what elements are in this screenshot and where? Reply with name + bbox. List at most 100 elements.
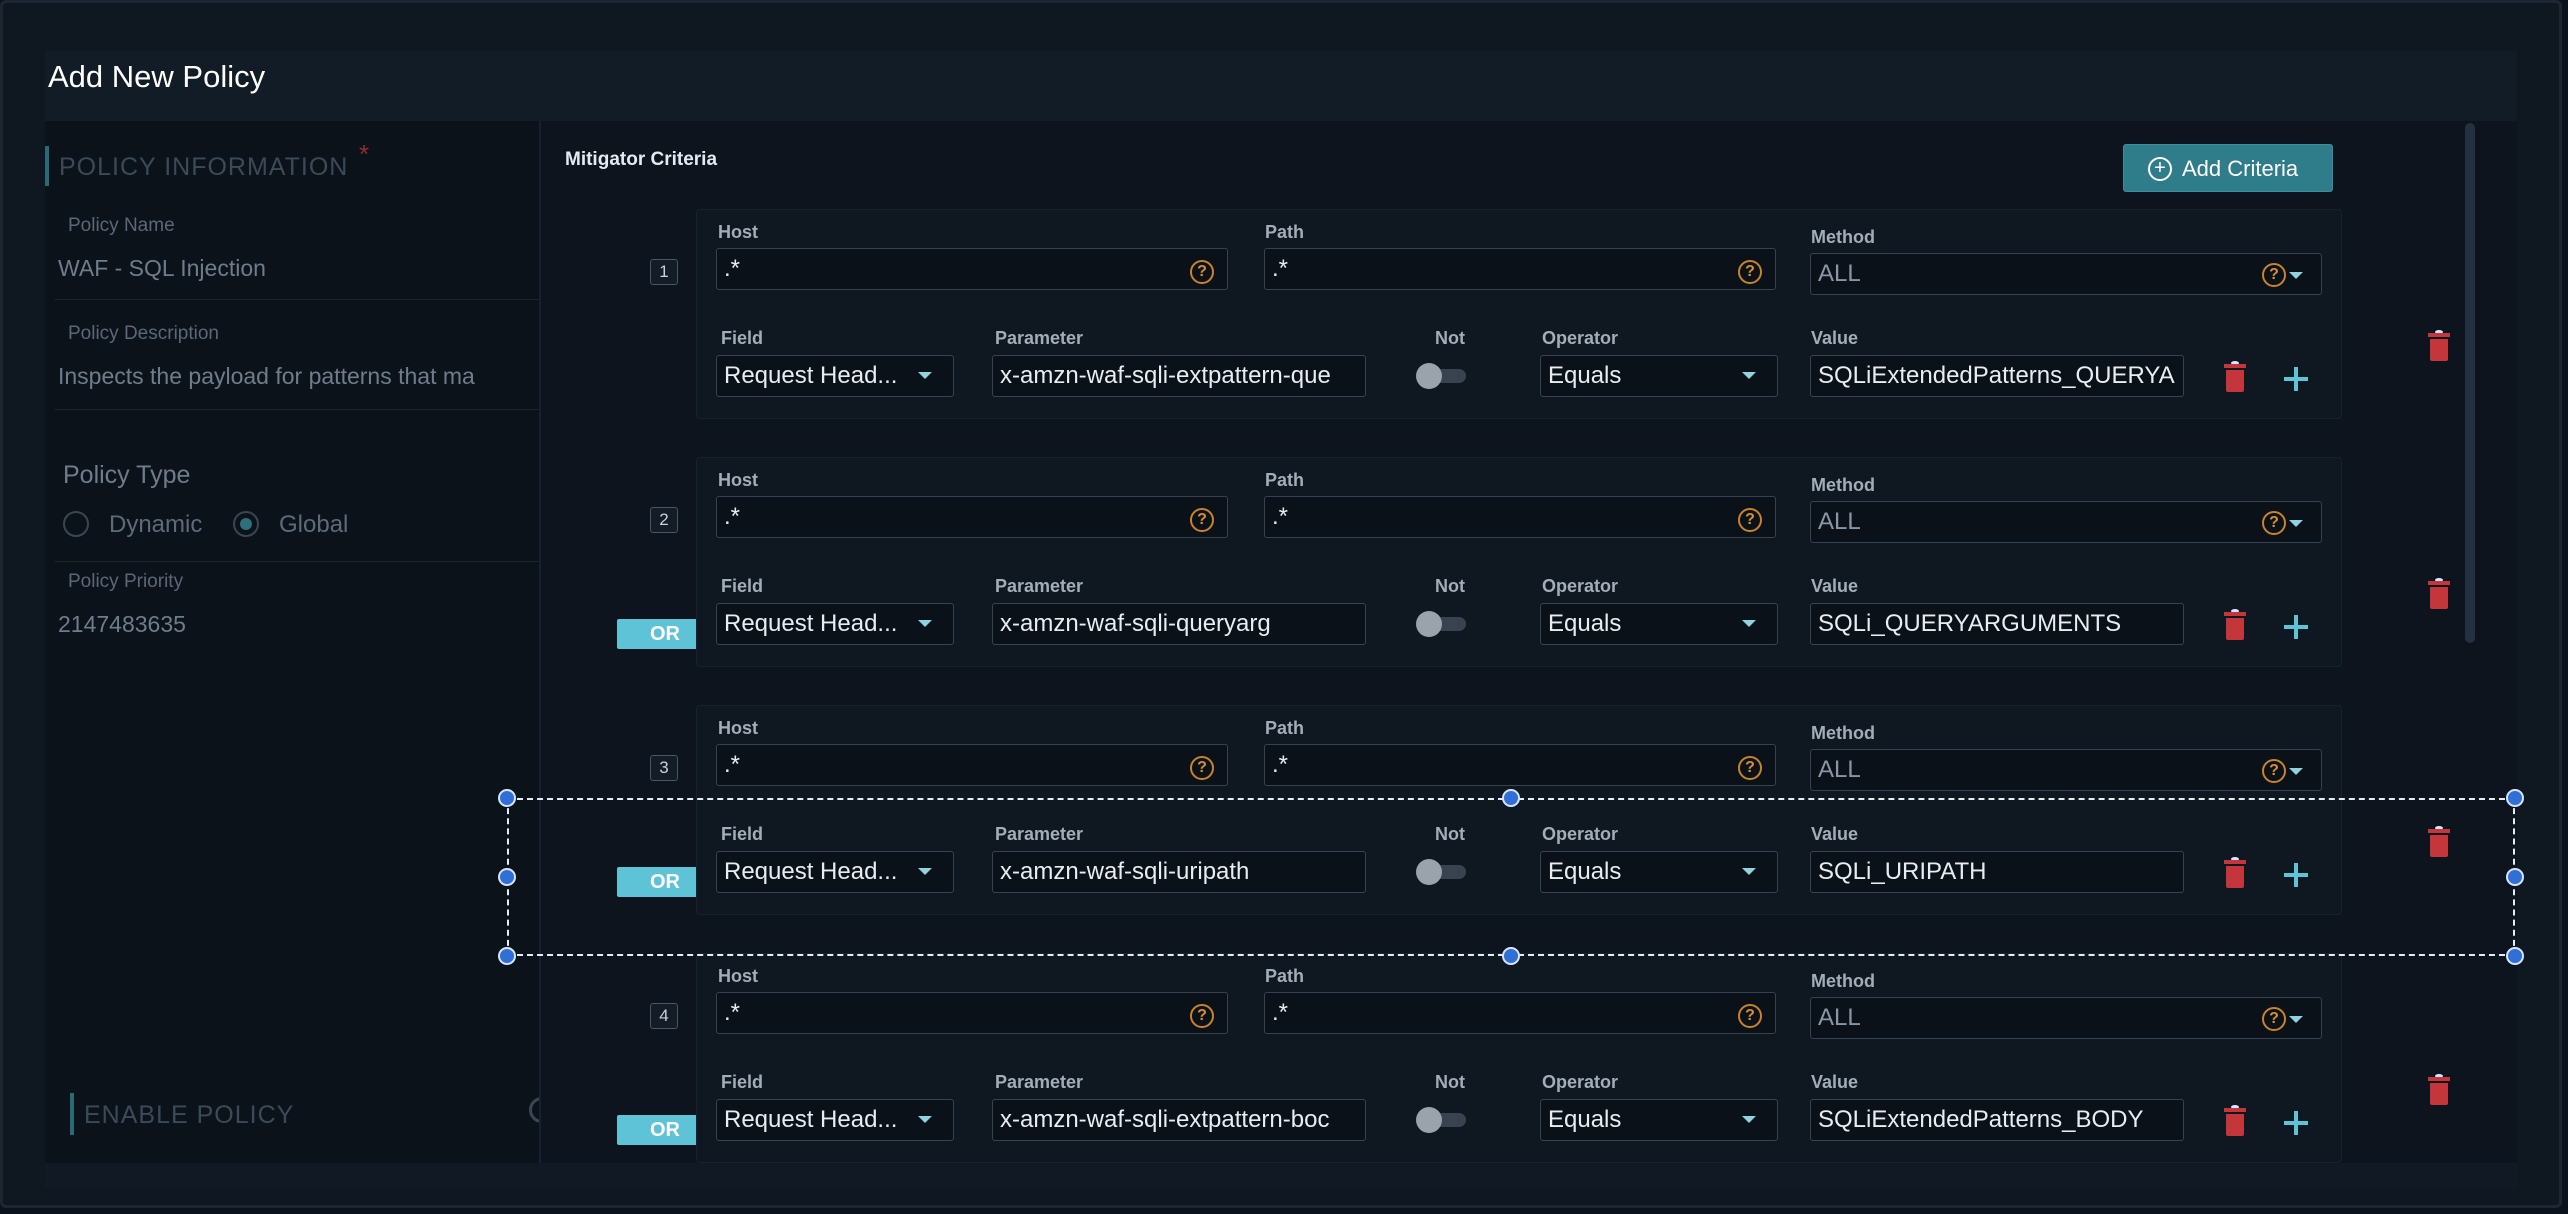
field-select[interactable]: Request Head... (716, 355, 954, 397)
method-select[interactable]: ALL (1810, 253, 2322, 295)
path-input[interactable]: .* (1264, 744, 1776, 786)
not-label: Not (1435, 824, 1465, 844)
host-input[interactable]: .* (716, 248, 1228, 290)
parameter-input[interactable]: x-amzn-waf-sqli-uripath (992, 851, 1366, 893)
method-select[interactable]: ALL (1810, 997, 2322, 1039)
field-label: Field (721, 328, 764, 348)
delete-criteria-icon[interactable] (2428, 826, 2450, 857)
path-input[interactable]: .* (1264, 248, 1776, 290)
resize-handle-bottom-right[interactable] (2506, 947, 2524, 965)
plus-icon[interactable] (2284, 367, 2308, 391)
delete-criteria-icon[interactable] (2428, 1074, 2450, 1105)
help-icon[interactable]: ? (1738, 260, 1762, 284)
not-toggle[interactable] (1416, 363, 1470, 389)
resize-handle-top-right[interactable] (2506, 789, 2524, 807)
trash-lid (2224, 1108, 2246, 1112)
resize-handle-left[interactable] (498, 868, 516, 886)
operator-select[interactable]: Equals (1540, 603, 1778, 645)
policy-description-field[interactable]: Inspects the payload for patterns that m… (58, 363, 475, 389)
parameter-input[interactable]: x-amzn-waf-sqli-extpattern-boc (992, 1099, 1366, 1141)
help-icon[interactable]: ? (1190, 508, 1214, 532)
help-icon[interactable]: ? (1190, 756, 1214, 780)
policy-information-heading: POLICY INFORMATION (45, 146, 348, 186)
criteria-number: 1 (650, 259, 678, 285)
host-input[interactable]: .* (716, 744, 1228, 786)
method-select[interactable]: ALL (1810, 749, 2322, 791)
operator-select[interactable]: Equals (1540, 851, 1778, 893)
resize-handle-bottom[interactable] (1502, 947, 1520, 965)
plus-icon[interactable] (2284, 863, 2308, 887)
radio-dynamic[interactable] (63, 511, 89, 537)
parameter-input[interactable]: x-amzn-waf-sqli-queryarg (992, 603, 1366, 645)
not-toggle[interactable] (1416, 611, 1470, 637)
method-select[interactable]: ALL (1810, 501, 2322, 543)
operator-label: Operator (1542, 1072, 1619, 1092)
host-input[interactable]: .* (716, 992, 1228, 1034)
value-input[interactable]: SQLi_URIPATH (1810, 851, 2184, 893)
trash-icon[interactable] (2224, 609, 2246, 640)
value-input[interactable]: SQLi_QUERYARGUMENTS (1810, 603, 2184, 645)
help-icon[interactable]: ? (2262, 263, 2286, 287)
value-input[interactable]: SQLiExtendedPatterns_BODY (1810, 1099, 2184, 1141)
scrollbar[interactable] (2465, 123, 2475, 643)
trash-icon[interactable] (2224, 857, 2246, 888)
not-toggle[interactable] (1416, 1107, 1470, 1133)
plus-icon[interactable] (2284, 1111, 2308, 1135)
add-criteria-label: Add Criteria (2182, 156, 2299, 181)
path-input[interactable]: .* (1264, 992, 1776, 1034)
or-connector-badge[interactable]: OR (617, 619, 713, 649)
method-label: Method (1811, 723, 1875, 743)
not-toggle[interactable] (1416, 859, 1470, 885)
parameter-input[interactable]: x-amzn-waf-sqli-extpattern-que (992, 355, 1366, 397)
trash-bin (2430, 587, 2448, 609)
radio-dynamic-label[interactable]: Dynamic (109, 511, 203, 538)
resize-handle-right[interactable] (2506, 868, 2524, 886)
host-input[interactable]: .* (716, 496, 1228, 538)
trash-bin (2226, 618, 2244, 640)
radio-global[interactable] (233, 511, 259, 537)
criteria-number: 2 (650, 507, 678, 533)
operator-select[interactable]: Equals (1540, 355, 1778, 397)
help-icon[interactable]: ? (2262, 759, 2286, 783)
help-icon[interactable]: ? (1738, 756, 1762, 780)
policy-name-field[interactable]: WAF - SQL Injection (58, 255, 266, 281)
help-icon[interactable]: ? (1190, 1004, 1214, 1028)
field-select[interactable]: Request Head... (716, 1099, 954, 1141)
help-icon[interactable]: ? (2262, 511, 2286, 535)
chevron-down-icon (918, 372, 932, 379)
policy-priority-field[interactable]: 2147483635 (58, 611, 186, 637)
value-label: Value (1811, 576, 1859, 596)
field-select[interactable]: Request Head... (716, 851, 954, 893)
divider (55, 561, 539, 562)
help-icon[interactable]: ? (1738, 1004, 1762, 1028)
modal-body: POLICY INFORMATION * Policy Name WAF - S… (45, 121, 2517, 1187)
field-label: Field (721, 576, 764, 596)
trash-icon[interactable] (2224, 1105, 2246, 1136)
value-input[interactable]: SQLiExtendedPatterns_QUERYA (1810, 355, 2184, 397)
policy-description-label: Policy Description (68, 323, 219, 344)
resize-handle-bottom-left[interactable] (498, 947, 516, 965)
value-label: Value (1811, 824, 1859, 844)
help-icon[interactable]: ? (1738, 508, 1762, 532)
resize-handle-top[interactable] (1502, 789, 1520, 807)
operator-select[interactable]: Equals (1540, 1099, 1778, 1141)
path-input[interactable]: .* (1264, 496, 1776, 538)
radio-global-label[interactable]: Global (279, 511, 349, 538)
resize-handle-top-left[interactable] (498, 789, 516, 807)
help-icon[interactable]: ? (2262, 1007, 2286, 1031)
add-criteria-button[interactable]: + Add Criteria (2123, 144, 2333, 192)
help-icon[interactable]: ? (1190, 260, 1214, 284)
delete-criteria-icon[interactable] (2428, 330, 2450, 361)
delete-criteria-icon[interactable] (2428, 578, 2450, 609)
field-select[interactable]: Request Head... (716, 603, 954, 645)
trash-icon[interactable] (2224, 361, 2246, 392)
field-label: Field (721, 1072, 764, 1092)
plus-icon[interactable] (2284, 615, 2308, 639)
toggle-knob (1416, 363, 1442, 389)
enable-policy-toggle[interactable] (529, 1097, 539, 1123)
divider (55, 299, 539, 300)
selection-box[interactable] (507, 798, 2515, 956)
trash-bin (2430, 835, 2448, 857)
parameter-label: Parameter (995, 576, 1084, 596)
